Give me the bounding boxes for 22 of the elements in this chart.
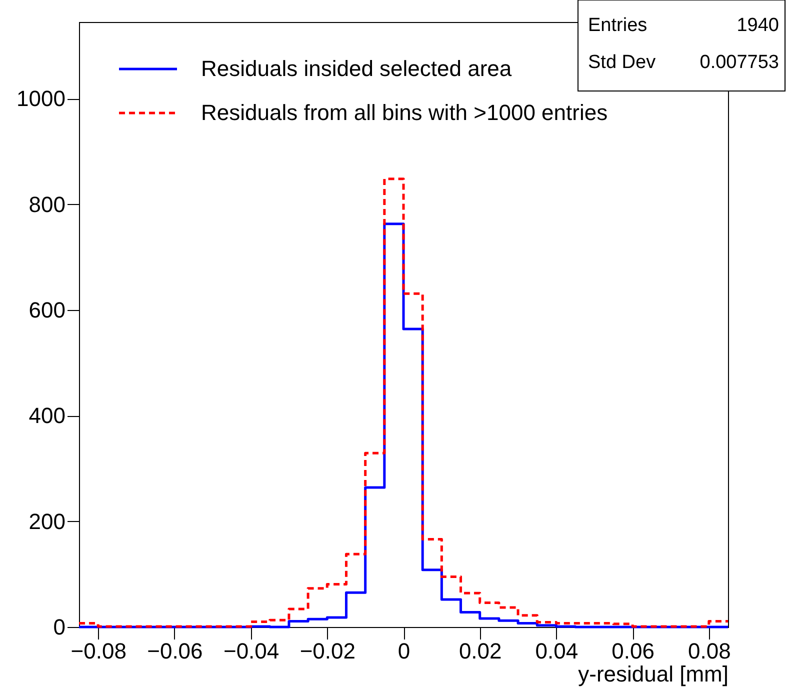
annotation: 0.007753 [700,52,779,73]
x-tick-label: −0.02 [300,638,356,664]
x-tick-label: −0.06 [147,638,203,664]
x-tick-label: −0.04 [223,638,280,664]
x-tick-label: 0.04 [535,638,578,664]
y-tick-label: 0 [53,614,66,640]
text: 1940 [736,15,779,36]
x-tick-label: 0 [398,638,410,664]
annotation: Std Dev [588,52,656,73]
y-tick-label: 1000 [16,86,66,112]
legend-label: Residuals insided selected area [201,56,512,81]
x-tick-label: −0.08 [70,638,126,664]
y-tick-label: 200 [28,508,66,534]
annotation: Entries [588,15,648,36]
x-tick-label: 0.08 [688,638,731,664]
x-tick-label: 0.06 [612,638,654,664]
x-tick-label: 0.02 [458,638,502,664]
x-axis-title: y-residual [mm] [578,662,728,686]
legend-label: Residuals from all bins with >1000 entries [201,100,608,125]
y-tick-label: 600 [28,297,66,322]
y-tick-label: 400 [28,403,66,428]
y-tick-label: 800 [28,192,66,217]
